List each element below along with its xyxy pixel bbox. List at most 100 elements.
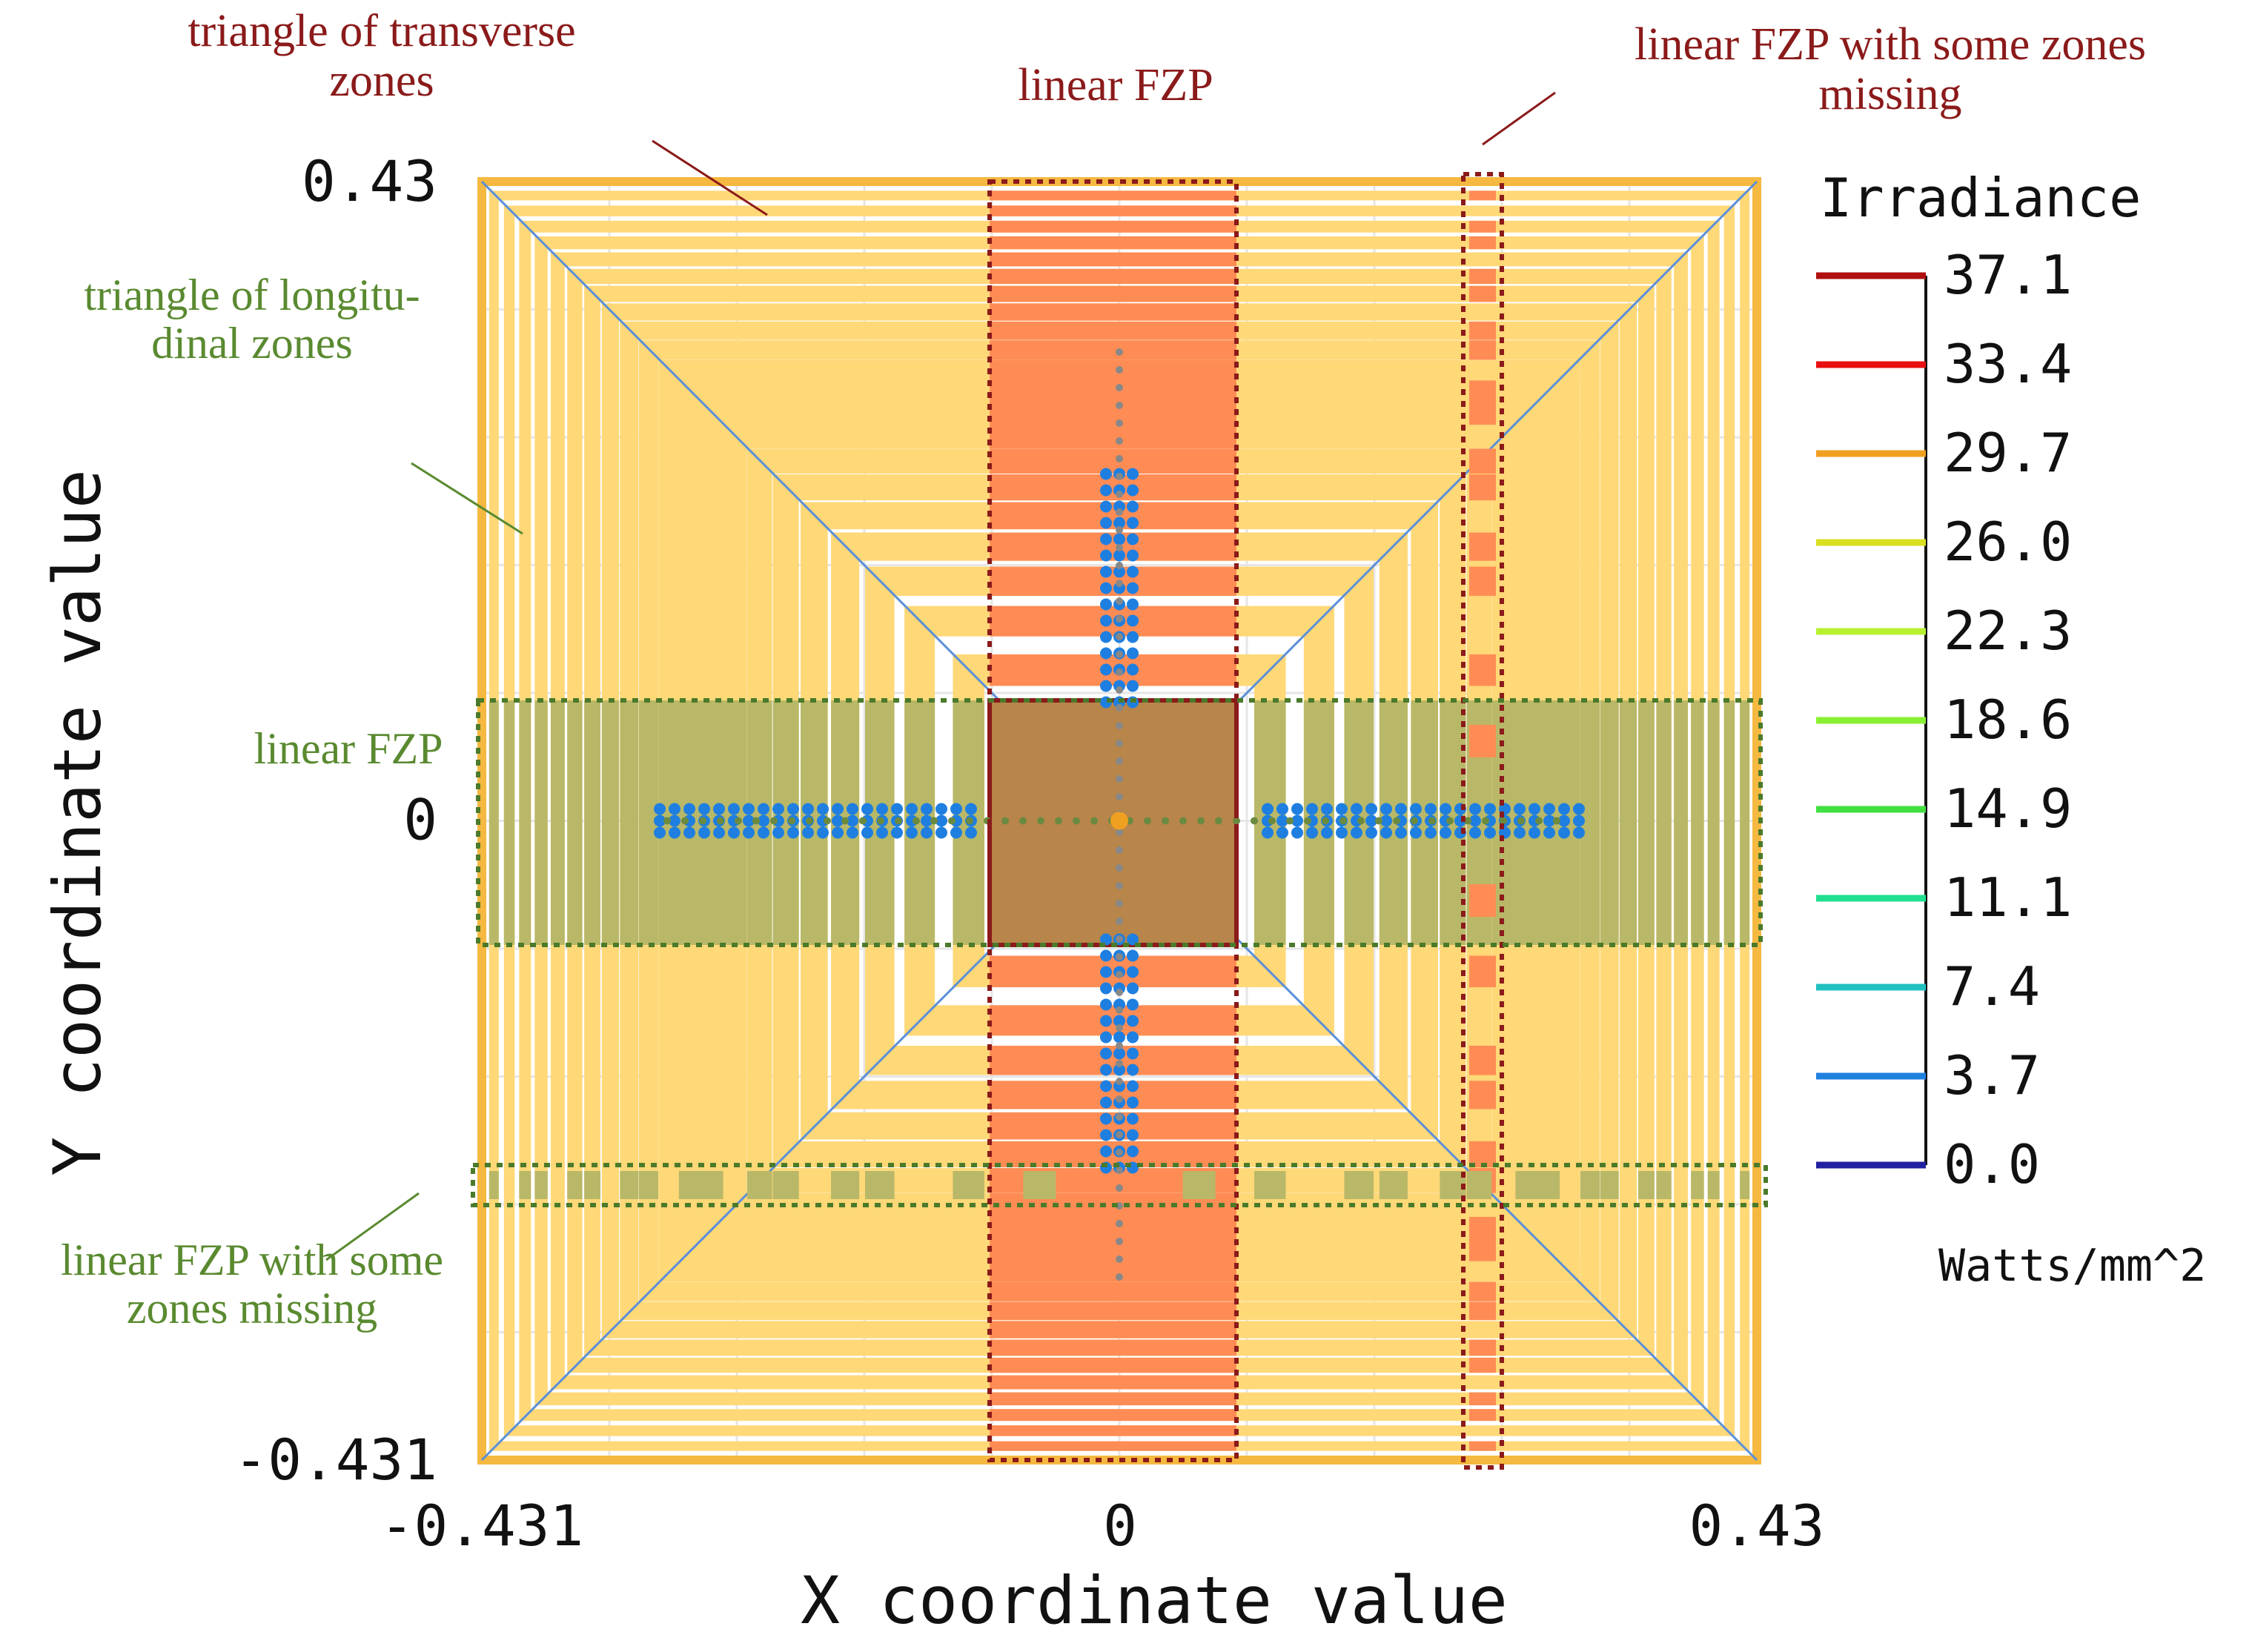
axes: X coordinate value Y coordinate value -0… <box>39 148 1825 1639</box>
irradiance-spot <box>1127 663 1139 676</box>
vertical-fzp-zone <box>990 1239 1236 1261</box>
irradiance-spot <box>669 815 680 827</box>
irradiance-spot <box>1100 549 1112 562</box>
center-dot <box>1251 817 1258 825</box>
missing-fzp-zone <box>1469 1392 1496 1406</box>
irradiance-spot <box>654 815 666 827</box>
vertical-fzp-zone <box>990 502 1236 530</box>
center-dot <box>1116 633 1123 640</box>
center-dot <box>1116 437 1123 445</box>
irradiance-spot <box>1276 803 1288 815</box>
irradiance-spot <box>1100 998 1112 1011</box>
annotation-line: triangle of transverse <box>188 6 575 56</box>
irradiance-spot <box>1514 803 1526 815</box>
irradiance-spot <box>1543 826 1555 839</box>
irradiance-spot <box>1380 815 1392 827</box>
center-dot <box>948 817 956 825</box>
annotation-top-missing: linear FZP with some zones missing <box>1635 19 2146 119</box>
irradiance-spot <box>817 826 829 839</box>
center-dot <box>1116 1113 1123 1121</box>
irradiance-spot <box>1543 815 1555 827</box>
missing-fzp-zone <box>864 1171 895 1199</box>
center-dot <box>1116 1060 1123 1067</box>
annotation-line: linear FZP <box>1018 60 1213 110</box>
missing-fzp-zone <box>831 1171 860 1199</box>
irradiance-spot <box>832 803 844 815</box>
center-dot <box>966 817 973 825</box>
irradiance-spot <box>772 826 784 839</box>
irradiance-spot <box>1100 966 1112 978</box>
annotation-left-linear: linear FZP <box>254 724 443 773</box>
missing-horizontal-outline <box>471 1163 1768 1207</box>
missing-fzp-zone <box>1469 190 1496 201</box>
center-dot <box>1090 817 1098 825</box>
center-dot <box>1116 1078 1123 1085</box>
irradiance-spot <box>1127 647 1139 660</box>
colorbar-value: 37.1 <box>1944 244 2072 306</box>
center-dot <box>1233 817 1240 825</box>
missing-fzp-zone <box>1469 1045 1496 1075</box>
missing-fzp-zone <box>700 1171 723 1199</box>
irradiance-spot <box>1529 826 1540 839</box>
irradiance-spot <box>1425 803 1437 815</box>
center-dot <box>1116 846 1123 854</box>
missing-fzp-zone <box>1469 1409 1496 1422</box>
horizontal-fzp-zone <box>1740 700 1750 945</box>
missing-fzp-zone <box>1469 220 1496 233</box>
annotation-line: linear FZP with some <box>61 1235 443 1284</box>
irradiance-spot <box>1100 1145 1112 1158</box>
missing-fzp-zone <box>489 1171 499 1199</box>
vertical-fzp-zone <box>990 359 1236 381</box>
missing-fzp-zone <box>1466 1171 1492 1199</box>
vertical-fzp-zone <box>990 448 1236 474</box>
annotation-line: linear FZP <box>254 724 443 773</box>
missing-fzp-zone <box>746 1171 772 1199</box>
irradiance-spot <box>921 803 933 815</box>
irradiance-spot <box>965 826 977 839</box>
irradiance-spot <box>1276 815 1288 827</box>
center-dot <box>1116 491 1123 498</box>
vertical-fzp-zone <box>990 1339 1236 1356</box>
irradiance-spot <box>1127 1064 1139 1076</box>
irradiance-spot <box>1127 949 1139 962</box>
annotation-line: triangle of longitu- <box>84 271 420 319</box>
irradiance-spot <box>1321 826 1333 839</box>
vertical-fzp-zone <box>990 424 1236 449</box>
annotation-leader-longitudinal <box>411 462 523 535</box>
vertical-fzp-zone <box>990 532 1236 561</box>
colorbar-value: 33.4 <box>1944 333 2072 395</box>
vertical-fzp-zone <box>990 1375 1236 1390</box>
center-dot <box>1116 1042 1123 1049</box>
y-tick-label: 0.43 <box>302 148 437 214</box>
irradiance-spot <box>1365 826 1377 839</box>
vertical-fzp-zone <box>990 1112 1236 1140</box>
irradiance-spot <box>1395 803 1407 815</box>
missing-fzp-zone <box>1469 474 1496 501</box>
center-dot <box>1357 817 1365 825</box>
irradiance-spot <box>921 815 933 827</box>
vertical-fzp-zone <box>990 205 1236 216</box>
irradiance-spot <box>802 803 814 815</box>
missing-fzp-zone <box>584 1171 600 1199</box>
irradiance-spot <box>1113 565 1125 578</box>
missing-fzp-zone <box>1469 1216 1496 1240</box>
irradiance-spot <box>1380 826 1392 839</box>
center-dot <box>1116 864 1123 872</box>
irradiance-spot <box>1127 966 1139 978</box>
irradiance-spot <box>1113 998 1125 1011</box>
x-tick-label: 0.43 <box>1689 1493 1824 1559</box>
irradiance-spot <box>1100 933 1112 946</box>
vertical-fzp-zone <box>990 1081 1236 1109</box>
vertical-fzp-zone <box>990 474 1236 501</box>
vertical-fzp-zone <box>990 285 1236 302</box>
irradiance-spot <box>1262 826 1274 839</box>
irradiance-spot <box>654 803 666 815</box>
center-dot <box>1162 817 1169 825</box>
center-dot <box>1116 900 1123 907</box>
missing-fzp-zone <box>1691 1171 1704 1199</box>
irradiance-spot <box>1127 517 1139 529</box>
colorbar-value: 3.7 <box>1944 1044 2040 1107</box>
center-dot <box>1428 817 1436 825</box>
center-dot <box>1116 757 1123 765</box>
irradiance-spot <box>1469 815 1481 827</box>
